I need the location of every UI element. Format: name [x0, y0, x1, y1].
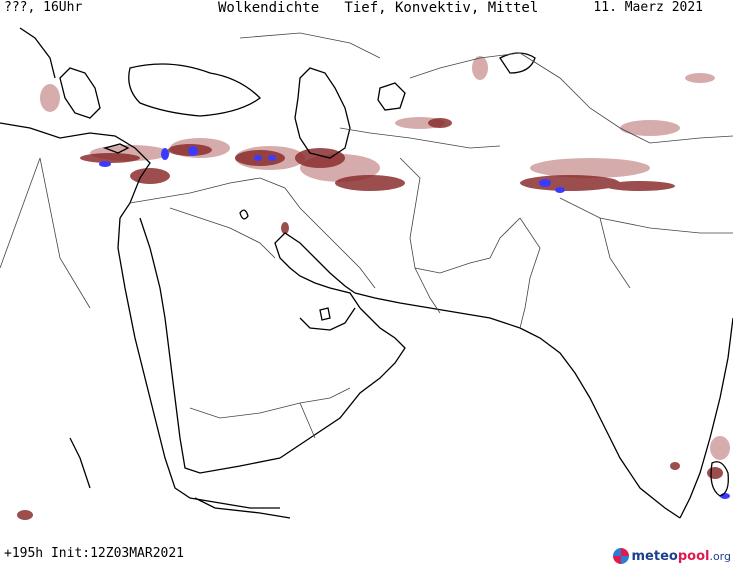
map-title: Wolkendichte Tief, Konvektiv, Mittel [218, 0, 539, 16]
forecast-date-label: 11. Maerz 2021 [593, 0, 703, 15]
coastlines [0, 27, 733, 519]
forecast-time-label: ???, 16Uhr [4, 0, 83, 15]
run-info-label: +195h Init:12Z03MAR2021 [4, 546, 185, 561]
meteopool-logo[interactable]: meteopool.org [612, 548, 732, 564]
country-borders [0, 32, 733, 439]
meteopool-logo-text: meteopool.org [631, 548, 732, 564]
meteopool-logo-icon [612, 548, 629, 564]
weather-map [0, 27, 733, 520]
cloud-layer [17, 56, 730, 520]
